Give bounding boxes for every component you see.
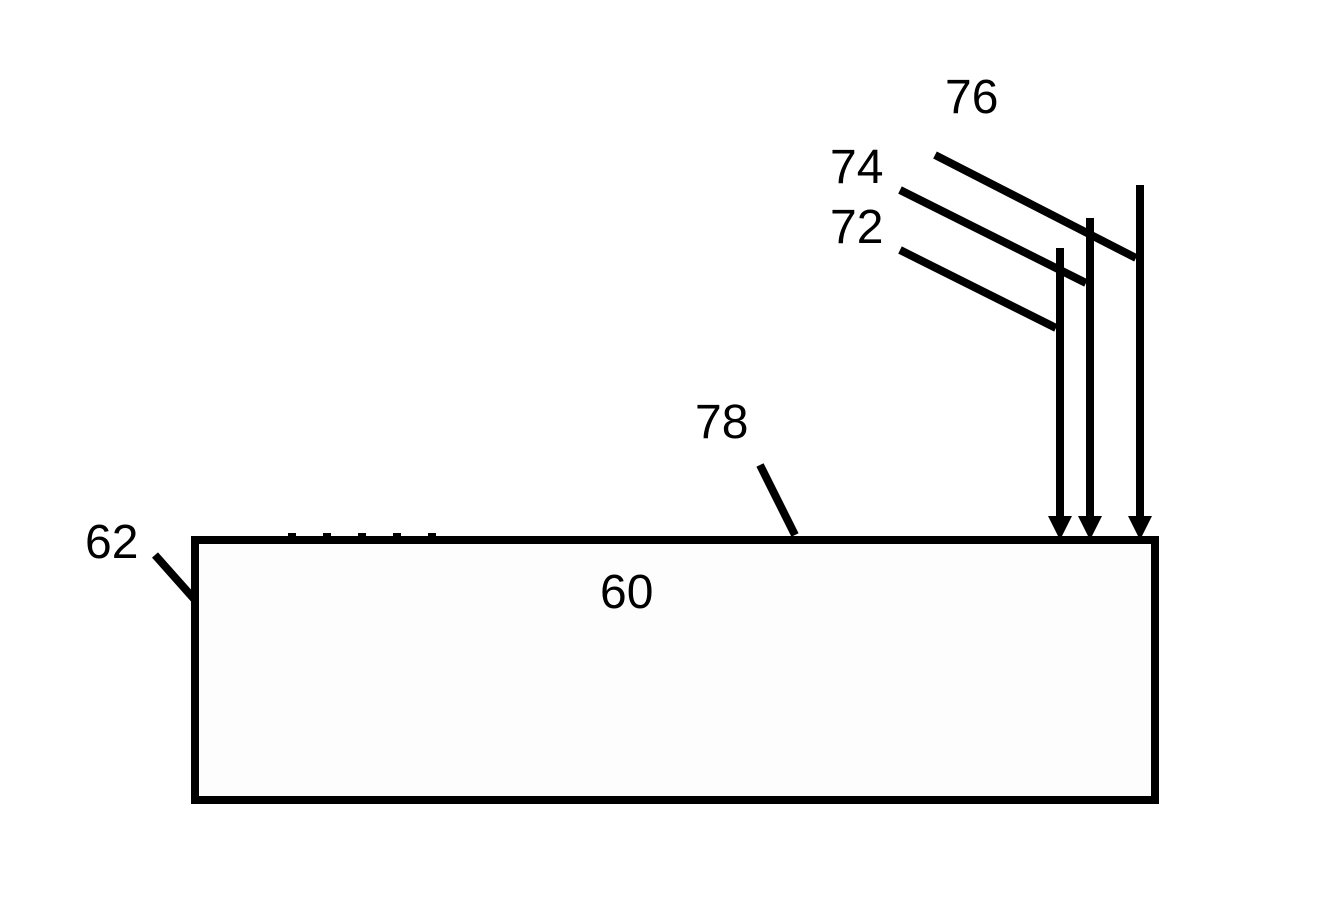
leader-72	[900, 250, 1056, 328]
label-74: 74	[830, 140, 883, 195]
leader-78	[760, 465, 795, 535]
label-60: 60	[600, 565, 653, 620]
leader-62	[155, 555, 195, 600]
label-62: 62	[85, 515, 138, 570]
main-rectangle	[195, 540, 1155, 800]
diagram-svg	[0, 0, 1330, 917]
leader-lines	[155, 155, 1136, 600]
leader-76	[935, 155, 1136, 258]
label-72: 72	[830, 200, 883, 255]
label-76: 76	[945, 70, 998, 125]
label-78: 78	[695, 395, 748, 450]
leader-74	[900, 190, 1086, 283]
diagram-container: 76 74 72 78 62 60	[0, 0, 1330, 917]
